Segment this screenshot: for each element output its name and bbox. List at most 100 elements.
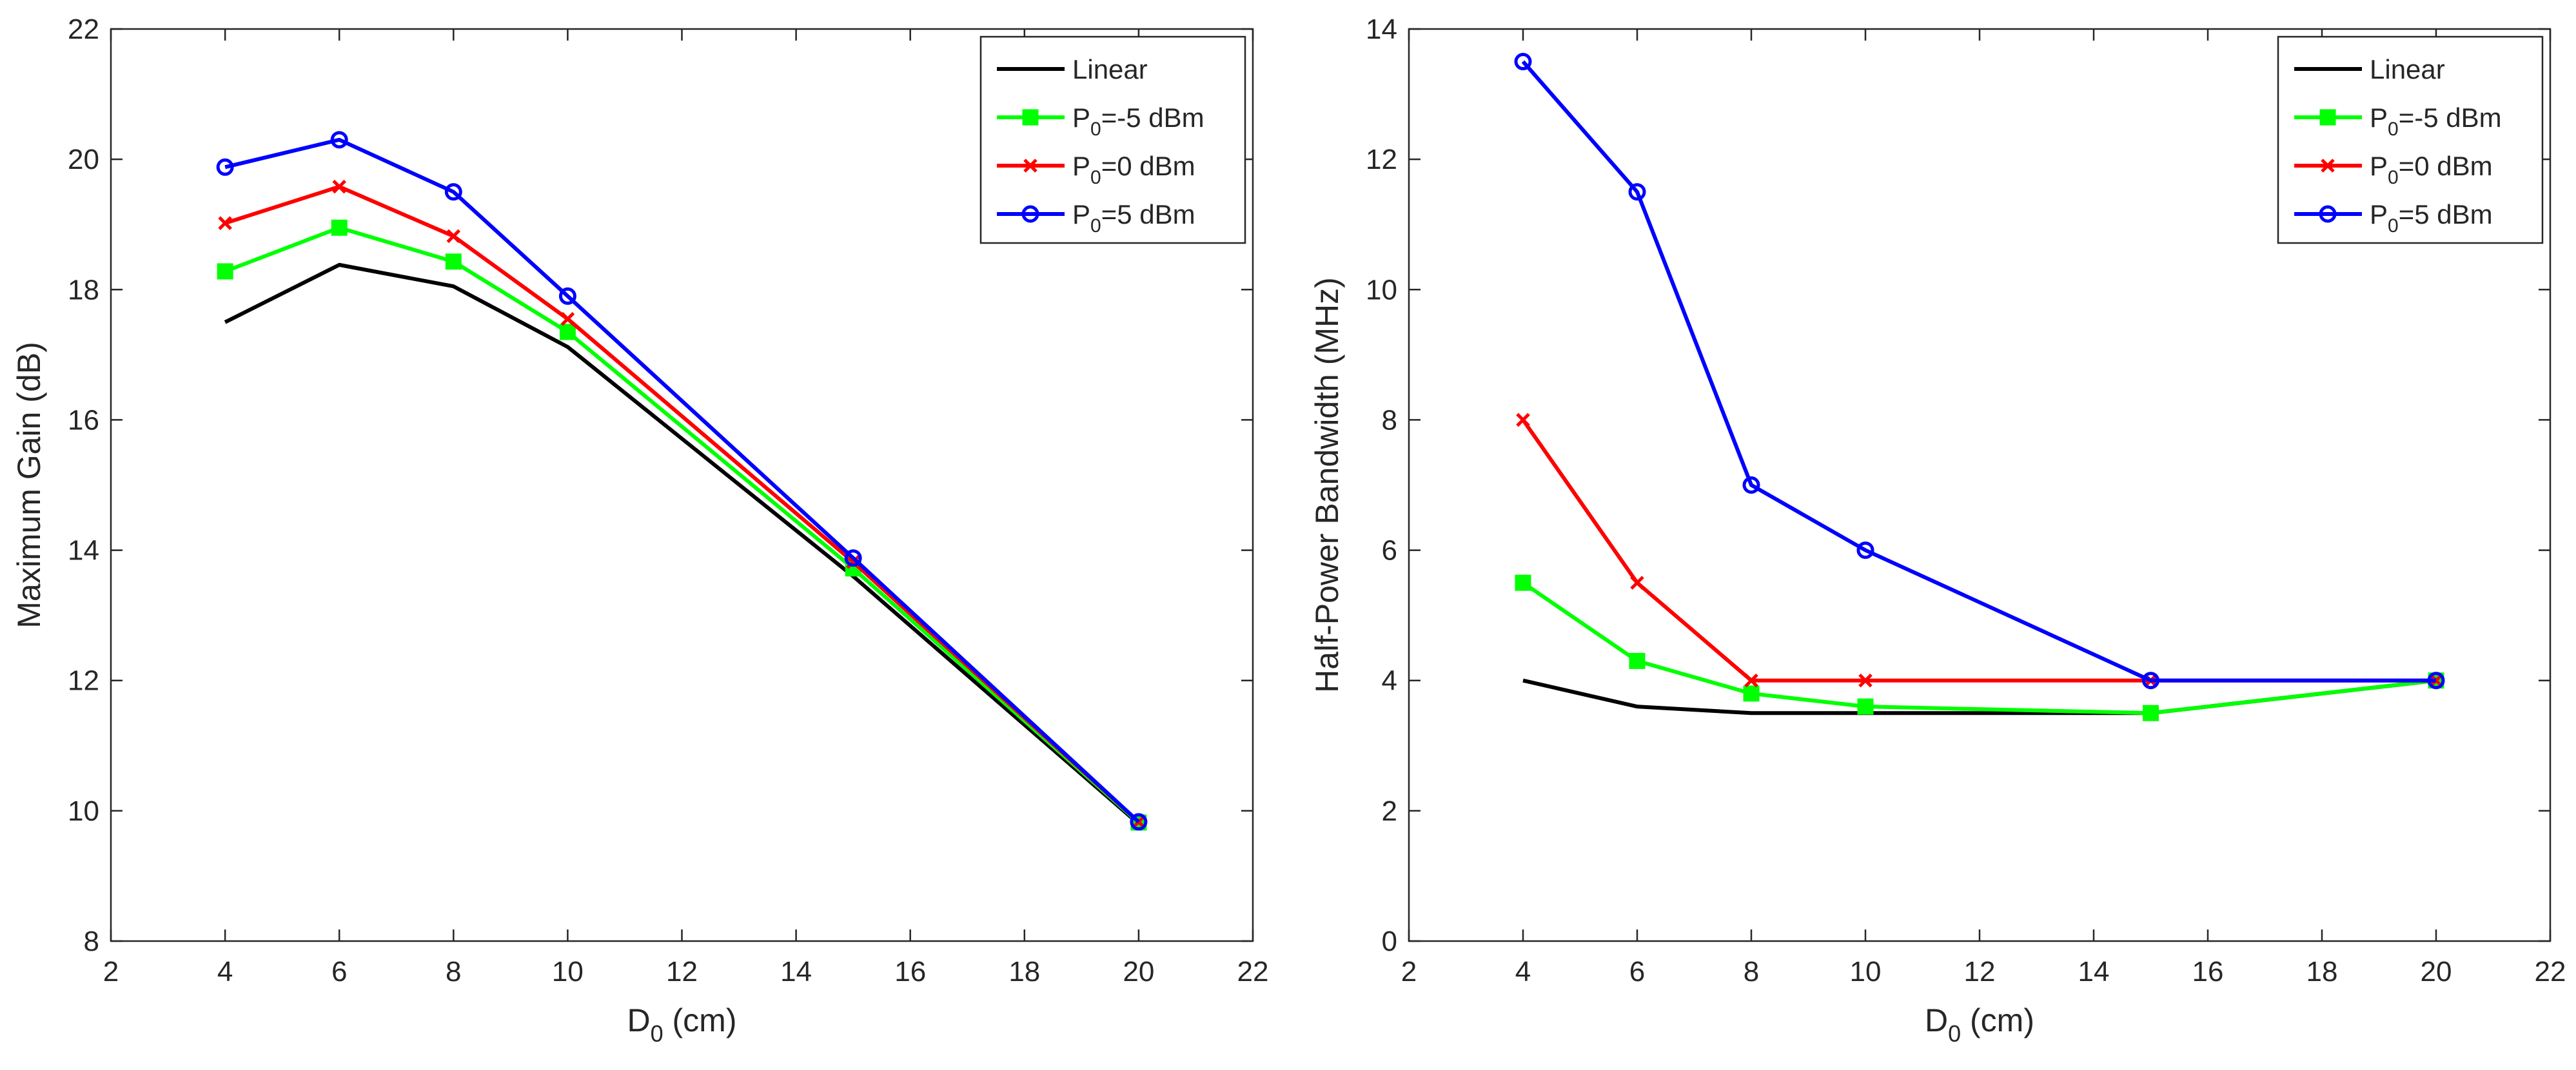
series-line-p0-minus5 xyxy=(1522,581,2437,715)
y-tick-label: 8 xyxy=(84,926,99,957)
y-tick-label: 14 xyxy=(68,535,99,567)
series-p0-5 xyxy=(216,131,1148,831)
series-p0-5 xyxy=(1514,53,2445,690)
x-tick-label: 18 xyxy=(1008,956,1040,987)
legend-label-p0-minus5: P0=-5 dBm xyxy=(1072,102,1204,140)
x-axis-label-subscript: 0 xyxy=(651,1020,664,1047)
legend-item-p0-5: P0=5 dBm xyxy=(997,199,1195,237)
data-point-p0-0 xyxy=(332,179,346,194)
legend-label-p0-5: P0=5 dBm xyxy=(1072,199,1195,237)
data-point-p0-minus5 xyxy=(445,253,462,270)
data-point-p0-5 xyxy=(2427,672,2445,690)
data-point-p0-0 xyxy=(1516,413,1530,427)
legend-label-p0-0: P0=0 dBm xyxy=(2370,151,2493,188)
legend-item-p0-5: P0=5 dBm xyxy=(2294,199,2493,237)
x-tick-label: 14 xyxy=(2078,956,2110,987)
data-point-p0-5 xyxy=(444,183,462,201)
legend-label-prefix: P xyxy=(2370,102,2388,133)
legend-label-prefix: P xyxy=(1072,199,1090,229)
x-tick-label: 8 xyxy=(446,956,461,987)
legend-label-subscript: 0 xyxy=(2388,119,2399,140)
y-tick-label: 6 xyxy=(1382,535,1397,567)
legend-label-linear: Linear xyxy=(1072,54,1148,84)
data-point-p0-5 xyxy=(216,158,234,176)
data-point-p0-5 xyxy=(844,549,862,567)
legend-label-suffix: =0 dBm xyxy=(2399,151,2493,181)
legend-marker-p0-0 xyxy=(2321,159,2335,173)
series-line-linear xyxy=(224,262,1140,826)
legend-marker-p0-minus5 xyxy=(2319,109,2336,126)
data-point-p0-5 xyxy=(558,287,576,305)
legend-item-p0-minus5: P0=-5 dBm xyxy=(2294,102,2502,140)
x-axis-label-main: D xyxy=(1925,1002,1948,1038)
y-tick-label: 20 xyxy=(68,144,99,175)
x-tick-label: 20 xyxy=(1123,956,1154,987)
legend-label-suffix: =5 dBm xyxy=(2399,199,2493,229)
series-line-p0-5 xyxy=(1521,60,2436,683)
data-point-p0-0 xyxy=(1630,576,1644,590)
y-tick-label: 4 xyxy=(1382,665,1397,697)
legend-marker-p0-5 xyxy=(1021,205,1039,223)
data-point-p0-5 xyxy=(1514,53,1532,71)
y-tick-label: 2 xyxy=(1382,795,1397,827)
series-line-p0-minus5 xyxy=(224,226,1140,824)
x-tick-label: 10 xyxy=(552,956,584,987)
data-point-p0-minus5 xyxy=(1743,685,1760,702)
x-axis-label-subscript: 0 xyxy=(1948,1020,1961,1047)
data-point-p0-5 xyxy=(330,131,348,149)
series-line-p0-0 xyxy=(1521,418,2436,683)
legend-label-p0-0: P0=0 dBm xyxy=(1072,151,1195,188)
x-axis-label-main: D xyxy=(627,1002,651,1038)
data-point-p0-minus5 xyxy=(559,324,576,340)
x-tick-label: 22 xyxy=(1237,956,1269,987)
x-tick-label: 16 xyxy=(894,956,926,987)
data-point-p0-5 xyxy=(1130,813,1148,831)
y-tick-label: 16 xyxy=(68,404,99,436)
y-tick-label: 10 xyxy=(1366,274,1397,306)
x-tick-label: 14 xyxy=(780,956,812,987)
data-point-p0-0 xyxy=(218,216,232,230)
y-axis-label: Half-Power Bandwidth (MHz) xyxy=(1309,277,1345,693)
legend-label-subscript: 0 xyxy=(2388,215,2399,237)
legend-item-p0-0: P0=0 dBm xyxy=(997,151,1195,188)
series-line-p0-0 xyxy=(224,184,1140,824)
data-point-p0-minus5 xyxy=(217,263,233,280)
x-tick-label: 16 xyxy=(2192,956,2224,987)
x-tick-label: 6 xyxy=(331,956,347,987)
x-axis-label-unit: (cm) xyxy=(1961,1002,2034,1038)
y-tick-label: 18 xyxy=(68,274,99,306)
x-tick-label: 10 xyxy=(1850,956,1882,987)
y-tick-label: 22 xyxy=(68,14,99,45)
legend-label-prefix: P xyxy=(1072,151,1090,181)
legend-label-suffix: =-5 dBm xyxy=(1101,102,1204,133)
data-point-p0-0 xyxy=(1858,673,1873,688)
legend-item-linear: Linear xyxy=(997,54,1148,84)
x-tick-label: 4 xyxy=(217,956,233,987)
x-tick-label: 12 xyxy=(666,956,698,987)
data-point-p0-5 xyxy=(1856,541,1874,559)
x-axis-label: D0 (cm) xyxy=(627,1002,737,1047)
y-tick-label: 10 xyxy=(68,795,99,827)
y-tick-label: 14 xyxy=(1366,14,1397,45)
x-tick-label: 6 xyxy=(1629,956,1645,987)
y-tick-label: 0 xyxy=(1382,926,1397,957)
data-point-p0-0 xyxy=(560,312,575,326)
legend-label-linear: Linear xyxy=(2370,54,2445,84)
data-point-p0-5 xyxy=(1628,183,1646,201)
series-p0-0 xyxy=(1516,413,2443,688)
data-point-p0-0 xyxy=(446,229,461,244)
data-point-p0-minus5 xyxy=(1857,698,1874,715)
series-line-p0-5 xyxy=(224,137,1140,824)
data-point-p0-minus5 xyxy=(1629,652,1646,669)
legend-label-subscript: 0 xyxy=(1090,119,1101,140)
legend-label-suffix: =0 dBm xyxy=(1101,151,1195,181)
y-axis-label: Maximum Gain (dB) xyxy=(11,342,47,628)
legend-item-linear: Linear xyxy=(2294,54,2445,84)
legend-label-subscript: 0 xyxy=(2388,167,2399,188)
legend-label-prefix: P xyxy=(1072,102,1090,133)
legend-label-p0-minus5: P0=-5 dBm xyxy=(2370,102,2502,140)
